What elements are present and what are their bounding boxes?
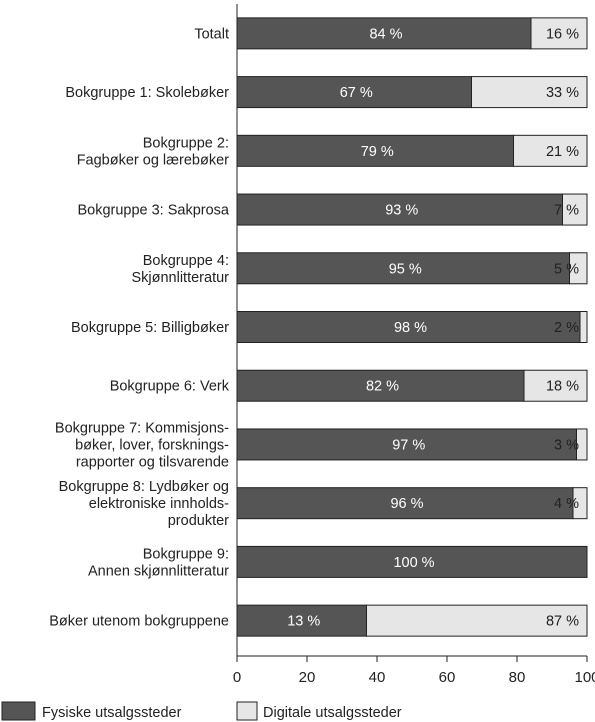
category-label: bøker, lover, forsknings- [75, 437, 229, 453]
legend-swatch-fysiske [1, 701, 36, 721]
bar-digitale [513, 134, 588, 167]
legend-label-digitale: Digitale utsalgssteder [263, 705, 402, 721]
data-label-digitale: 87 % [546, 614, 579, 630]
data-label-fysiske: 100 % [393, 555, 434, 571]
x-axis: 0 20 40 60 80 100 [233, 4, 595, 686]
legend: Fysiske utsalgssteder Digitale utsalgsste… [1, 701, 402, 721]
category-label: Bokgruppe 6: Verk [110, 379, 230, 395]
bar-fysiske [236, 428, 577, 461]
bar-digitale [471, 76, 588, 109]
data-label-fysiske: 84 % [369, 26, 402, 42]
data-label-digitale: 18 % [546, 379, 579, 395]
category-label: Annen skjønnlitteratur [88, 563, 229, 579]
category-label: Bokgruppe 1: Skolebøker [65, 85, 229, 101]
data-label-digitale: 7 % [554, 203, 579, 219]
category-label: Totalt [194, 26, 229, 42]
bar-digitale [562, 193, 588, 226]
data-label-fysiske: 96 % [390, 496, 423, 512]
bar-fysiske [236, 369, 525, 402]
x-tick-label: 80 [509, 669, 526, 686]
category-label: Bokgruppe 8: Lydbøker og [59, 479, 229, 495]
data-label-fysiske: 67 % [340, 85, 373, 101]
bar-digitale [569, 252, 588, 285]
bar-digitale [579, 311, 588, 343]
category-label: Fagbøker og lærebøker [77, 152, 229, 168]
category-label: Bokgruppe 2: [143, 135, 229, 151]
data-label-fysiske: 13 % [287, 614, 320, 630]
data-label-fysiske: 82 % [366, 379, 399, 395]
bar-fysiske [236, 604, 367, 637]
bar-digitale [572, 487, 588, 520]
category-label: Bokgruppe 9: [143, 546, 229, 562]
data-label-digitale: 5 % [554, 261, 579, 277]
x-tick-label: 20 [299, 669, 316, 686]
category-label: Bokgruppe 7: Kommisjons- [55, 420, 229, 436]
bar-fysiske [236, 193, 563, 226]
bar-digitale [523, 369, 588, 402]
bar-fysiske [236, 76, 472, 109]
bar-fysiske [236, 545, 588, 578]
category-label: Skjønnlitteratur [131, 270, 229, 286]
data-label-fysiske: 95 % [389, 261, 422, 277]
bar-digitale [576, 428, 588, 461]
data-label-digitale: 2 % [554, 320, 579, 336]
data-label-digitale: 3 % [554, 437, 579, 453]
x-tick-label: 0 [233, 669, 241, 686]
legend-label-fysiske: Fysiske utsalgssteder [42, 705, 182, 721]
bar-fysiske [236, 134, 514, 167]
x-tick-label: 100 [574, 669, 595, 686]
data-label-fysiske: 93 % [385, 203, 418, 219]
data-label-digitale: 16 % [546, 26, 579, 42]
bars-group: 84 % 16 % 67 % 33 % 79 % 21 % 93 % 7 % 95 % 5 % 98… [236, 17, 588, 637]
category-label: produkter [168, 513, 229, 529]
x-tick-label: 60 [439, 669, 456, 686]
x-tick-label: 40 [369, 669, 386, 686]
category-label: Bokgruppe 5: Billigbøker [71, 320, 229, 336]
bar-digitale [366, 604, 588, 637]
data-label-fysiske: 79 % [361, 144, 394, 160]
legend-swatch-digitale [236, 701, 258, 721]
data-label-digitale: 33 % [546, 85, 579, 101]
category-label: Bøker utenom bokgruppene [49, 614, 229, 630]
data-label-digitale: 21 % [546, 144, 579, 160]
bar-digitale [530, 17, 588, 50]
category-label: elektroniske innholds- [89, 496, 229, 512]
data-label-fysiske: 98 % [394, 320, 427, 336]
category-label: Bokgruppe 3: Sakprosa [77, 203, 229, 219]
category-labels: Totalt Bokgruppe 1: Skolebøker Bokgruppe 2… [49, 26, 230, 629]
category-label: rapporter og tilsvarende [76, 454, 229, 470]
data-label-digitale: 4 % [554, 496, 579, 512]
bar-fysiske [236, 17, 532, 50]
category-label: Bokgruppe 4: [143, 253, 229, 269]
data-label-fysiske: 97 % [392, 437, 425, 453]
